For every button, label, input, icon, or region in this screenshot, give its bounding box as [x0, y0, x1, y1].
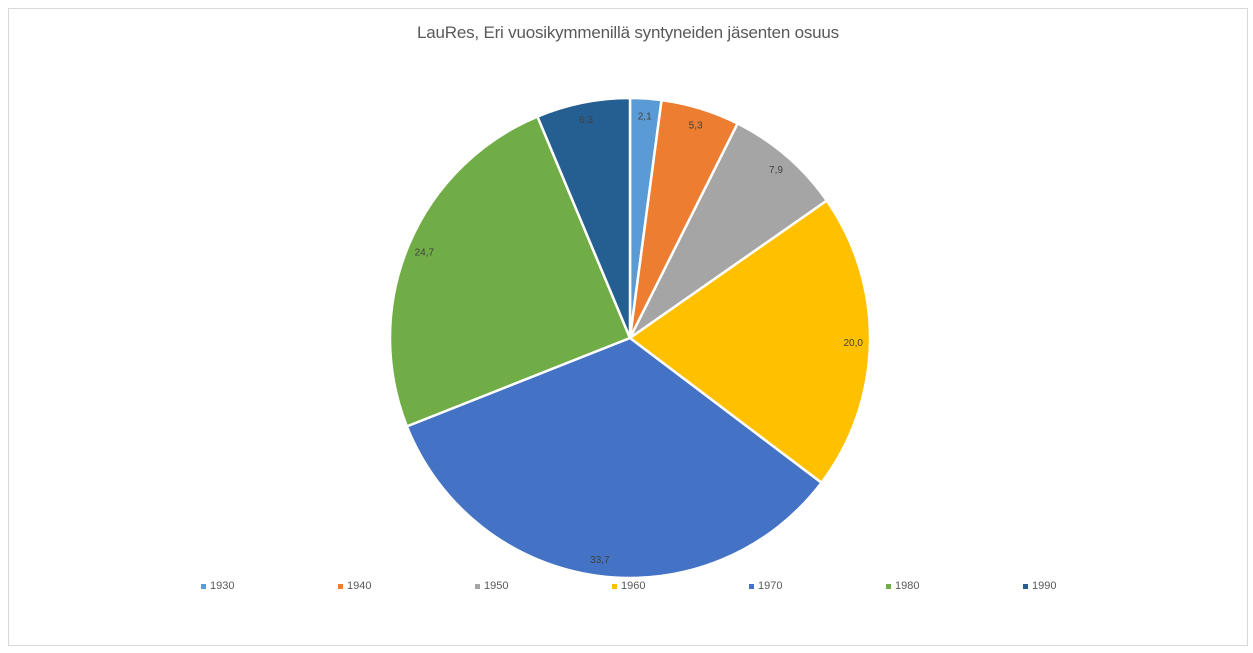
legend-label-1930: 1930 [210, 580, 235, 592]
legend-item-1990[interactable]: 1990 [1023, 580, 1056, 592]
legend-swatch-1950 [475, 583, 480, 589]
data-label-1970: 33,7 [590, 555, 610, 566]
legend-item-1960[interactable]: 1960 [612, 580, 645, 592]
legend-swatch-1960 [612, 583, 617, 589]
legend-swatch-1980 [886, 583, 891, 589]
legend-item-1950[interactable]: 1950 [475, 580, 508, 592]
pie-slice-1990[interactable] [536, 96, 632, 340]
legend-swatch-1990 [1023, 583, 1028, 589]
chart-area: LauRes, Eri vuosikymmenillä syntyneiden … [8, 8, 1248, 646]
data-label-1980: 24,7 [415, 247, 435, 258]
data-label-1930: 2,1 [638, 111, 652, 122]
pie-slice-1980[interactable] [388, 115, 632, 428]
data-label-1950: 7,9 [769, 165, 783, 176]
legend-label-1990: 1990 [1032, 580, 1057, 592]
legend-label-1950: 1950 [484, 580, 509, 592]
legend-item-1970[interactable]: 1970 [749, 580, 782, 592]
legend-label-1980: 1980 [895, 580, 920, 592]
legend-item-1980[interactable]: 1980 [886, 580, 919, 592]
legend-item-1940[interactable]: 1940 [338, 580, 371, 592]
legend-swatch-1940 [338, 583, 343, 589]
data-label-1960: 20,0 [843, 338, 863, 349]
pie-chart: 2,1 5,3 7,9 20,0 33,7 24,7 6,3 [388, 96, 872, 580]
legend-label-1970: 1970 [758, 580, 783, 592]
legend-item-1930[interactable]: 1930 [201, 580, 234, 592]
legend-label-1960: 1960 [621, 580, 646, 592]
data-label-1990: 6,3 [579, 115, 593, 126]
pie-slice-1970[interactable] [405, 336, 823, 580]
legend-label-1940: 1940 [347, 580, 372, 592]
chart-title: LauRes, Eri vuosikymmenillä syntyneiden … [417, 23, 839, 42]
chart-legend: 1930 1940 1950 1960 1970 1980 1990 [9, 580, 1247, 596]
data-label-1940: 5,3 [689, 121, 703, 132]
legend-swatch-1930 [201, 583, 206, 589]
legend-swatch-1970 [749, 583, 754, 589]
pie-slice-1960[interactable] [628, 199, 872, 484]
pie-slice-1950[interactable] [628, 122, 829, 340]
